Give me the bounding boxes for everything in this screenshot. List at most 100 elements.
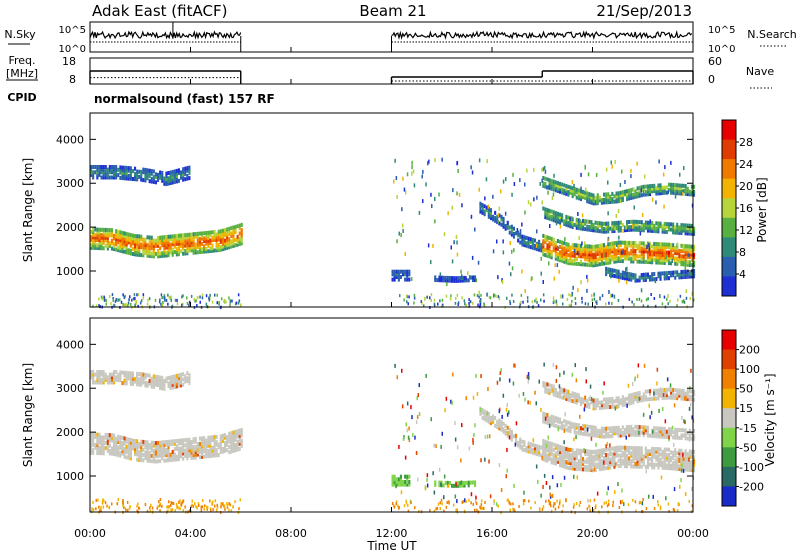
power-cell xyxy=(684,260,687,264)
velocity-cell xyxy=(630,401,633,405)
velocity-speckle xyxy=(682,468,685,473)
velocity-speckle xyxy=(206,507,208,511)
power-cell xyxy=(140,253,143,258)
velocity-speckle xyxy=(574,363,576,368)
velocity-cell xyxy=(406,480,409,484)
power-speckle xyxy=(475,278,478,283)
velocity-cell xyxy=(609,460,612,465)
power-speckle xyxy=(576,251,579,256)
power-cell xyxy=(150,246,153,251)
power-cell xyxy=(523,235,526,240)
velocity-cell xyxy=(146,448,149,453)
velocity-cell xyxy=(506,433,509,438)
power-cell xyxy=(142,248,145,252)
velocity-cell xyxy=(592,433,595,438)
velocity-speckle xyxy=(182,508,185,512)
velocity-speckle xyxy=(681,463,683,468)
power-speckle xyxy=(167,293,169,297)
power-cell xyxy=(670,190,673,195)
power-cell xyxy=(684,274,687,279)
power-speckle xyxy=(498,206,501,211)
velocity-cell xyxy=(157,446,160,451)
date-title: 21/Sep/2013 xyxy=(596,2,692,20)
power-cell xyxy=(110,233,113,238)
velocity-cell xyxy=(554,453,557,458)
velocity-cell xyxy=(623,461,626,466)
power-cell xyxy=(561,253,564,258)
power-cell xyxy=(117,248,120,253)
power-cell xyxy=(573,222,576,227)
velocity-cell xyxy=(481,415,484,420)
velocity-cell xyxy=(678,428,681,432)
velocity-cell xyxy=(140,372,143,377)
velocity-cell xyxy=(159,378,162,383)
velocity-cell xyxy=(567,455,570,460)
velocity-cell xyxy=(90,435,93,439)
power-cell xyxy=(632,273,635,277)
velocity-speckle xyxy=(181,500,184,504)
power-cell xyxy=(228,229,231,234)
power-cell xyxy=(552,212,555,217)
velocity-cell xyxy=(693,460,696,465)
power-cell xyxy=(538,242,541,247)
velocity-speckle xyxy=(489,494,492,499)
power-cell xyxy=(584,195,587,200)
power-cell xyxy=(638,191,641,196)
velocity-cell xyxy=(150,448,153,453)
velocity-cell xyxy=(159,459,162,464)
power-cell xyxy=(142,167,145,172)
velocity-cell xyxy=(165,447,168,452)
velocity-cell xyxy=(640,454,643,459)
velocity-cell xyxy=(188,442,191,447)
velocity-cell xyxy=(659,457,662,462)
velocity-cell xyxy=(148,381,151,386)
velocity-cell xyxy=(575,464,578,469)
power-cell xyxy=(127,176,130,181)
power-speckle xyxy=(452,188,454,193)
velocity-cell xyxy=(150,379,153,384)
power-speckle xyxy=(162,301,164,304)
power-cell xyxy=(598,254,601,259)
power-speckle xyxy=(505,177,507,182)
power-cell xyxy=(129,238,132,243)
power-speckle xyxy=(596,299,598,303)
velocity-speckle xyxy=(542,485,544,489)
velocity-cell xyxy=(634,448,637,453)
power-cell xyxy=(175,176,178,181)
velocity-speckle xyxy=(595,504,597,508)
power-speckle xyxy=(473,293,476,297)
power-cell xyxy=(196,250,199,255)
power-speckle xyxy=(535,243,538,248)
velocity-cell xyxy=(438,483,441,488)
power-cell xyxy=(391,277,394,282)
velocity-cell xyxy=(98,440,101,445)
velocity-cell xyxy=(115,447,118,452)
power-cell xyxy=(690,263,693,268)
velocity-cell xyxy=(146,453,149,458)
velocity-cell xyxy=(663,458,666,462)
velocity-cell xyxy=(563,424,566,429)
velocity-cell xyxy=(646,459,649,464)
velocity-cell xyxy=(510,437,513,442)
power-cell xyxy=(682,259,685,264)
power-speckle xyxy=(487,204,489,209)
power-speckle xyxy=(174,298,177,302)
velocity-cell xyxy=(548,441,551,446)
power-cell xyxy=(123,165,126,170)
velocity-cell xyxy=(538,450,541,455)
velocity-speckle xyxy=(188,509,191,513)
velocity-cell xyxy=(554,451,557,456)
velocity-cell xyxy=(584,426,587,431)
velocity-speckle xyxy=(680,478,682,483)
velocity-cell xyxy=(219,434,222,439)
power-cell xyxy=(485,205,488,210)
power-cell xyxy=(481,210,484,215)
velocity-cell xyxy=(140,377,143,382)
velocity-speckle xyxy=(522,392,525,396)
velocity-cell xyxy=(94,372,97,377)
power-cell xyxy=(634,192,637,197)
power-speckle xyxy=(520,300,522,304)
power-cell xyxy=(436,278,439,283)
velocity-cell xyxy=(498,426,501,431)
power-cell xyxy=(529,237,532,242)
